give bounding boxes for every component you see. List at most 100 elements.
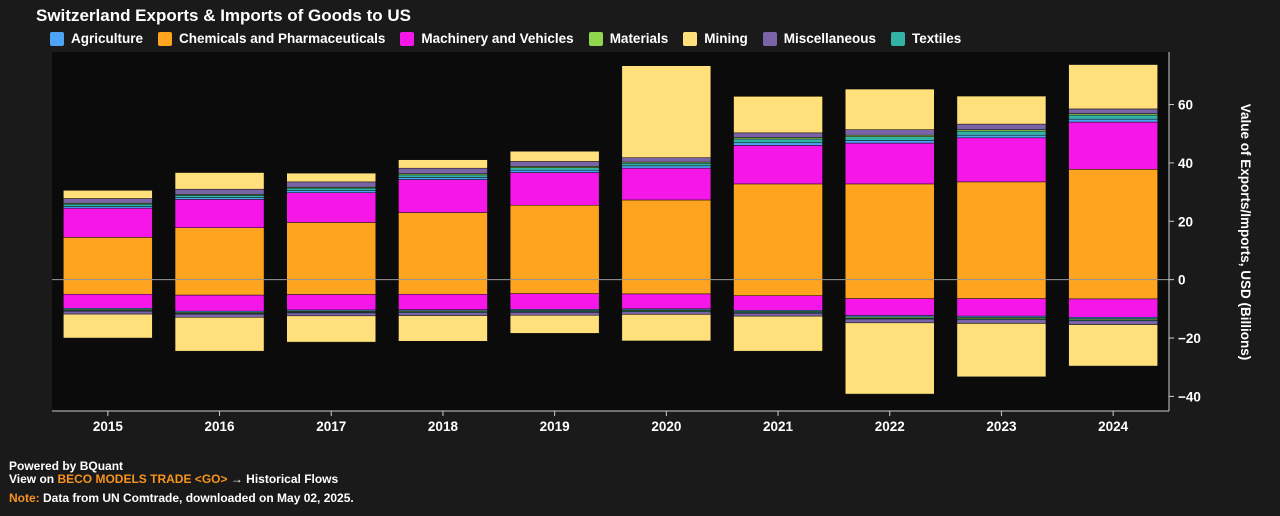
legend-item-miscellaneous[interactable]: Miscellaneous <box>762 31 876 46</box>
bar-export-machinery-and-vehicles-2021 <box>733 145 823 185</box>
y-tick-label: 20 <box>1178 214 1193 229</box>
bar-export-chemicals-and-pharmaceuticals-2023 <box>956 181 1047 280</box>
bar-export-agriculture-2019 <box>509 169 600 173</box>
legend-label: Machinery and Vehicles <box>421 31 574 46</box>
bar-export-miscellaneous-2017 <box>286 181 376 188</box>
bar-import-mining-2018 <box>398 315 488 342</box>
y-tick-label: 40 <box>1178 156 1193 171</box>
bar-import-miscellaneous-2021 <box>733 312 823 317</box>
legend-swatch <box>762 31 777 46</box>
bar-import-chemicals-and-pharmaceuticals-2023 <box>956 279 1047 299</box>
legend-item-materials[interactable]: Materials <box>588 31 669 46</box>
bar-export-miscellaneous-2018 <box>398 167 488 174</box>
bar-export-mining-2015 <box>63 190 153 199</box>
bar-export-textiles-2018 <box>398 174 488 178</box>
bar-import-miscellaneous-2022 <box>845 318 935 324</box>
x-tick-label: 2018 <box>428 419 459 434</box>
y-tick-label: −40 <box>1178 389 1201 404</box>
note-text: Data from UN Comtrade, downloaded on May… <box>39 491 354 505</box>
bar-export-agriculture-2023 <box>956 134 1047 139</box>
bar-export-textiles-2020 <box>621 162 712 167</box>
bar-export-textiles-2023 <box>956 130 1047 136</box>
bar-export-chemicals-and-pharmaceuticals-2021 <box>733 183 823 280</box>
legend-label: Mining <box>704 31 748 46</box>
bar-export-miscellaneous-2021 <box>733 132 823 138</box>
bar-import-miscellaneous-2018 <box>398 312 488 316</box>
bar-import-miscellaneous-2019 <box>509 312 600 316</box>
legend-swatch <box>50 31 64 46</box>
bar-export-chemicals-and-pharmaceuticals-2022 <box>845 183 935 280</box>
footer: Powered by BQuant View on BECO MODELS TR… <box>9 460 354 505</box>
x-tick-label: 2020 <box>651 419 681 434</box>
bar-import-chemicals-and-pharmaceuticals-2020 <box>621 279 712 295</box>
bar-export-mining-2019 <box>509 150 600 162</box>
bar-import-miscellaneous-2015 <box>63 310 153 315</box>
bar-export-machinery-and-vehicles-2016 <box>174 199 265 228</box>
bar-export-agriculture-2016 <box>174 197 265 200</box>
bar-export-agriculture-2015 <box>63 206 153 209</box>
note: Note: Data from UN Comtrade, downloaded … <box>9 492 354 505</box>
y-tick-label: 60 <box>1178 98 1193 113</box>
bar-export-miscellaneous-2020 <box>621 157 712 163</box>
legend-swatch <box>588 31 603 46</box>
bar-export-mining-2021 <box>733 96 823 134</box>
bar-export-machinery-and-vehicles-2017 <box>286 192 376 223</box>
bar-export-agriculture-2018 <box>398 177 488 180</box>
x-tick-label: 2022 <box>875 419 905 434</box>
view-link[interactable]: BECO MODELS TRADE <GO> <box>57 472 228 486</box>
legend-item-chemicals-and-pharmaceuticals[interactable]: Chemicals and Pharmaceuticals <box>158 31 385 46</box>
bar-import-chemicals-and-pharmaceuticals-2015 <box>63 279 153 295</box>
bar-export-mining-2018 <box>398 159 488 169</box>
bar-import-mining-2019 <box>509 315 600 334</box>
view-suffix: → Historical Flows <box>227 472 339 486</box>
bar-import-mining-2016 <box>174 317 265 352</box>
bar-export-textiles-2024 <box>1068 114 1158 120</box>
bar-import-miscellaneous-2017 <box>286 312 376 317</box>
bar-import-chemicals-and-pharmaceuticals-2021 <box>733 279 823 296</box>
bar-import-machinery-and-vehicles-2015 <box>63 294 153 309</box>
legend-swatch <box>683 31 698 46</box>
y-tick-label: 0 <box>1178 273 1186 288</box>
x-tick-label: 2023 <box>986 419 1017 434</box>
bar-export-agriculture-2017 <box>286 190 376 193</box>
bar-import-mining-2023 <box>956 323 1047 378</box>
bar-export-chemicals-and-pharmaceuticals-2015 <box>63 237 153 280</box>
powered-by: Powered by BQuant <box>9 459 124 473</box>
legend-swatch <box>158 31 173 46</box>
bar-import-mining-2022 <box>845 322 935 395</box>
bar-export-miscellaneous-2023 <box>956 123 1047 130</box>
bar-import-chemicals-and-pharmaceuticals-2018 <box>398 279 488 295</box>
bar-import-chemicals-and-pharmaceuticals-2017 <box>286 279 376 295</box>
bar-export-chemicals-and-pharmaceuticals-2017 <box>286 222 376 280</box>
bar-export-miscellaneous-2019 <box>509 161 600 167</box>
bar-export-mining-2016 <box>174 172 265 190</box>
bar-import-machinery-and-vehicles-2017 <box>286 294 376 311</box>
x-tick-label: 2016 <box>205 419 236 434</box>
bar-import-machinery-and-vehicles-2016 <box>174 294 265 312</box>
bar-export-textiles-2017 <box>286 187 376 191</box>
legend-item-mining[interactable]: Mining <box>683 31 748 46</box>
bar-export-mining-2023 <box>956 95 1047 125</box>
bar-export-agriculture-2020 <box>621 165 712 169</box>
bar-import-machinery-and-vehicles-2024 <box>1068 298 1158 318</box>
bar-import-machinery-and-vehicles-2023 <box>956 298 1047 317</box>
bar-export-textiles-2021 <box>733 138 823 144</box>
bar-export-miscellaneous-2016 <box>174 188 265 195</box>
bar-import-miscellaneous-2024 <box>1068 320 1158 325</box>
legend-item-machinery-and-vehicles[interactable]: Machinery and Vehicles <box>400 31 574 46</box>
legend-label: Materials <box>609 31 669 46</box>
view-prefix: View on <box>9 472 58 486</box>
bar-export-chemicals-and-pharmaceuticals-2018 <box>398 212 488 280</box>
bar-import-chemicals-and-pharmaceuticals-2019 <box>509 279 600 294</box>
bar-export-miscellaneous-2022 <box>845 129 935 136</box>
x-tick-label: 2015 <box>93 419 124 434</box>
legend-item-textiles[interactable]: Textiles <box>891 31 961 46</box>
bar-export-machinery-and-vehicles-2023 <box>956 137 1047 183</box>
bar-export-mining-2022 <box>845 88 935 130</box>
bar-import-miscellaneous-2023 <box>956 319 1047 324</box>
legend-item-agriculture[interactable]: Agriculture <box>50 31 143 46</box>
legend-label: Agriculture <box>71 31 144 46</box>
bar-import-mining-2015 <box>63 313 153 339</box>
bar-export-machinery-and-vehicles-2020 <box>621 167 712 201</box>
bar-import-machinery-and-vehicles-2018 <box>398 294 488 310</box>
